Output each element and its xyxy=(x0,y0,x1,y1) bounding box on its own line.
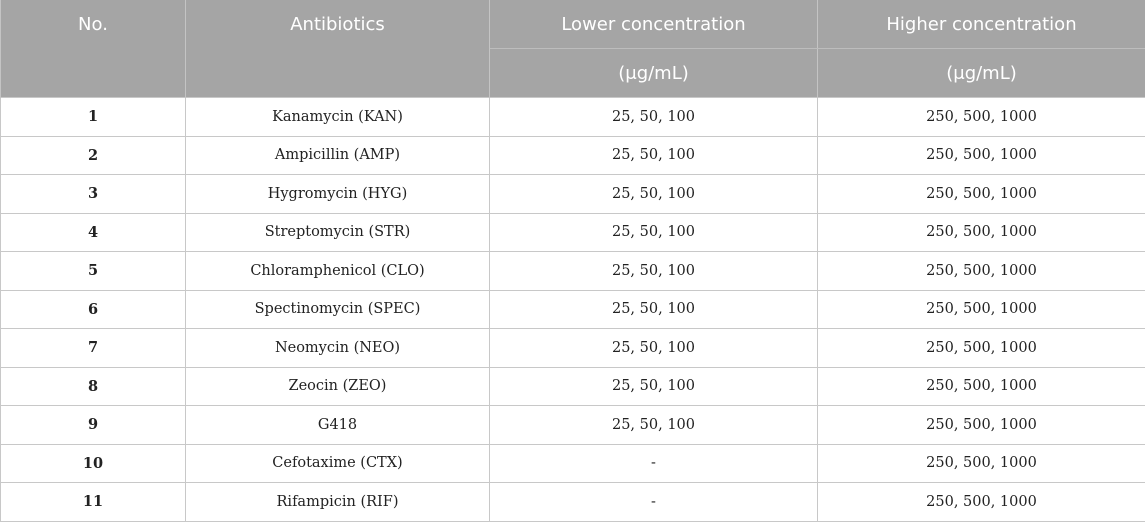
cell-antibiotic: Zeocin (ZEO) xyxy=(186,367,490,406)
header-antibiotics: Antibiotics xyxy=(186,0,490,49)
cell-higher: 250, 500, 1000 xyxy=(818,406,1145,445)
cell-antibiotic: Streptomycin (STR) xyxy=(186,213,490,252)
cell-lower: 25, 50, 100 xyxy=(490,175,818,214)
header-higher-concentration: Higher concentration xyxy=(818,0,1145,49)
cell-antibiotic: Chloramphenicol (CLO) xyxy=(186,252,490,291)
table-row: 6 Spectinomycin (SPEC) 25, 50, 100 250, … xyxy=(1,290,1145,329)
table-row: 4 Streptomycin (STR) 25, 50, 100 250, 50… xyxy=(1,213,1145,252)
cell-no: 8 xyxy=(1,367,186,406)
cell-lower: 25, 50, 100 xyxy=(490,329,818,368)
cell-antibiotic: Spectinomycin (SPEC) xyxy=(186,290,490,329)
cell-higher: 250, 500, 1000 xyxy=(818,444,1145,483)
cell-no: 7 xyxy=(1,329,186,368)
cell-antibiotic: Rifampicin (RIF) xyxy=(186,483,490,522)
cell-lower: 25, 50, 100 xyxy=(490,290,818,329)
cell-higher: 250, 500, 1000 xyxy=(818,136,1145,175)
cell-higher: 250, 500, 1000 xyxy=(818,483,1145,522)
cell-higher: 250, 500, 1000 xyxy=(818,367,1145,406)
table-row: 3 Hygromycin (HYG) 25, 50, 100 250, 500,… xyxy=(1,175,1145,214)
cell-no: 2 xyxy=(1,136,186,175)
cell-no: 5 xyxy=(1,252,186,291)
cell-no: 4 xyxy=(1,213,186,252)
table-row: 7 Neomycin (NEO) 25, 50, 100 250, 500, 1… xyxy=(1,329,1145,368)
cell-antibiotic: Kanamycin (KAN) xyxy=(186,98,490,137)
cell-antibiotic: Neomycin (NEO) xyxy=(186,329,490,368)
table-row: 10 Cefotaxime (CTX) - 250, 500, 1000 xyxy=(1,444,1145,483)
table-row: 11 Rifampicin (RIF) - 250, 500, 1000 xyxy=(1,483,1145,522)
cell-higher: 250, 500, 1000 xyxy=(818,213,1145,252)
cell-no: 9 xyxy=(1,406,186,445)
table-row: 2 Ampicillin (AMP) 25, 50, 100 250, 500,… xyxy=(1,136,1145,175)
table-body: 1 Kanamycin (KAN) 25, 50, 100 250, 500, … xyxy=(1,98,1145,522)
cell-higher: 250, 500, 1000 xyxy=(818,329,1145,368)
header-no-cont xyxy=(1,49,186,98)
cell-higher: 250, 500, 1000 xyxy=(818,290,1145,329)
cell-higher: 250, 500, 1000 xyxy=(818,252,1145,291)
cell-antibiotic: Ampicillin (AMP) xyxy=(186,136,490,175)
cell-no: 1 xyxy=(1,98,186,137)
cell-lower: - xyxy=(490,444,818,483)
cell-higher: 250, 500, 1000 xyxy=(818,98,1145,137)
cell-antibiotic: Hygromycin (HYG) xyxy=(186,175,490,214)
header-higher-unit: (μg/mL) xyxy=(818,49,1145,98)
header-antibiotics-cont xyxy=(186,49,490,98)
cell-no: 3 xyxy=(1,175,186,214)
cell-higher: 250, 500, 1000 xyxy=(818,175,1145,214)
table-header: No. Antibiotics Lower concentration High… xyxy=(1,0,1145,98)
table-row: 1 Kanamycin (KAN) 25, 50, 100 250, 500, … xyxy=(1,98,1145,137)
header-lower-concentration: Lower concentration xyxy=(490,0,818,49)
cell-antibiotic: G418 xyxy=(186,406,490,445)
table-row: 9 G418 25, 50, 100 250, 500, 1000 xyxy=(1,406,1145,445)
cell-lower: 25, 50, 100 xyxy=(490,213,818,252)
cell-lower: - xyxy=(490,483,818,522)
cell-antibiotic: Cefotaxime (CTX) xyxy=(186,444,490,483)
table-row: 5 Chloramphenicol (CLO) 25, 50, 100 250,… xyxy=(1,252,1145,291)
cell-lower: 25, 50, 100 xyxy=(490,98,818,137)
cell-no: 6 xyxy=(1,290,186,329)
cell-lower: 25, 50, 100 xyxy=(490,367,818,406)
header-lower-unit: (μg/mL) xyxy=(490,49,818,98)
table-row: 8 Zeocin (ZEO) 25, 50, 100 250, 500, 100… xyxy=(1,367,1145,406)
cell-no: 11 xyxy=(1,483,186,522)
cell-lower: 25, 50, 100 xyxy=(490,136,818,175)
cell-no: 10 xyxy=(1,444,186,483)
cell-lower: 25, 50, 100 xyxy=(490,406,818,445)
cell-lower: 25, 50, 100 xyxy=(490,252,818,291)
header-no: No. xyxy=(1,0,186,49)
